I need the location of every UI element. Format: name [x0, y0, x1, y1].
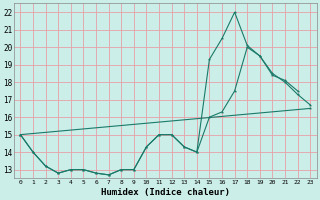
X-axis label: Humidex (Indice chaleur): Humidex (Indice chaleur): [101, 188, 230, 197]
